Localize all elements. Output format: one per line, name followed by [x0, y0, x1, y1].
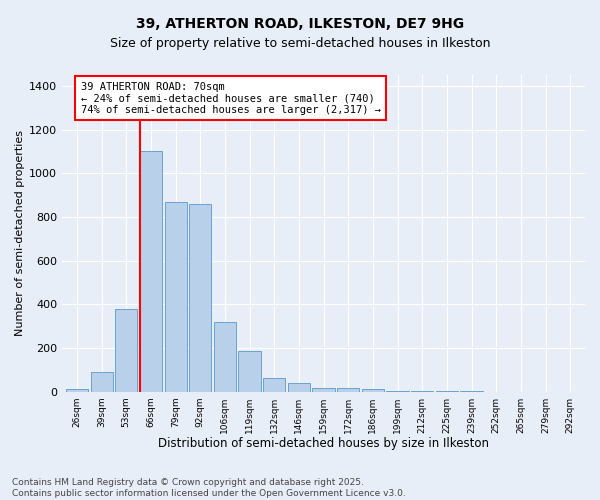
Bar [313, 388, 335, 392]
Bar [140, 152, 162, 392]
Text: Contains HM Land Registry data © Crown copyright and database right 2025.
Contai: Contains HM Land Registry data © Crown c… [12, 478, 406, 498]
Bar [386, 390, 409, 392]
Text: 39 ATHERTON ROAD: 70sqm
← 24% of semi-detached houses are smaller (740)
74% of s: 39 ATHERTON ROAD: 70sqm ← 24% of semi-de… [80, 82, 380, 115]
Bar [189, 204, 211, 392]
Bar [214, 322, 236, 392]
Bar [337, 388, 359, 392]
Bar [164, 202, 187, 392]
Bar [362, 390, 384, 392]
Bar [411, 391, 433, 392]
Bar [288, 383, 310, 392]
Text: 39, ATHERTON ROAD, ILKESTON, DE7 9HG: 39, ATHERTON ROAD, ILKESTON, DE7 9HG [136, 18, 464, 32]
Bar [115, 308, 137, 392]
Bar [91, 372, 113, 392]
Bar [263, 378, 286, 392]
X-axis label: Distribution of semi-detached houses by size in Ilkeston: Distribution of semi-detached houses by … [158, 437, 489, 450]
Bar [238, 351, 260, 392]
Bar [66, 390, 88, 392]
Y-axis label: Number of semi-detached properties: Number of semi-detached properties [15, 130, 25, 336]
Text: Size of property relative to semi-detached houses in Ilkeston: Size of property relative to semi-detach… [110, 38, 490, 51]
